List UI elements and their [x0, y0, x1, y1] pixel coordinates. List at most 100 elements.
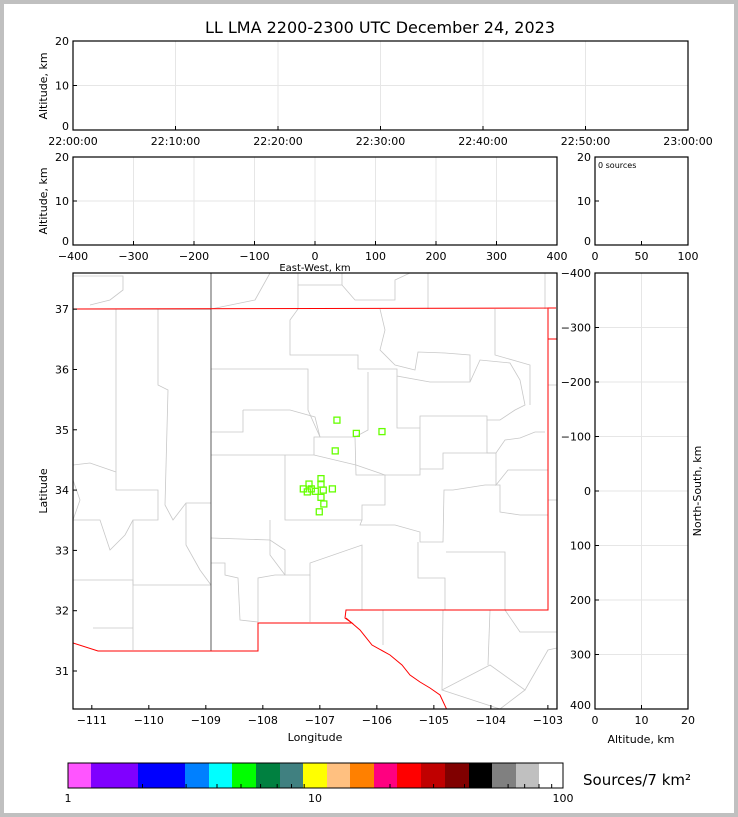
- x-tick-label: 200: [426, 250, 447, 263]
- x-tick-label: −103: [533, 714, 563, 727]
- source-point: [305, 480, 313, 488]
- y-tick-label: 0: [62, 235, 69, 248]
- x-tick-label: −300: [118, 250, 148, 263]
- y-tick-label: −400: [561, 267, 591, 280]
- x-tick-label: −100: [239, 250, 269, 263]
- source-point: [333, 416, 341, 424]
- colorbar-frame: [67, 762, 564, 789]
- colorbar-segment: [469, 763, 492, 788]
- axes-frame: [594, 156, 689, 246]
- source-point: [303, 488, 311, 496]
- source-point: [320, 500, 328, 508]
- x-tick-label: 22:50:00: [561, 135, 610, 148]
- y-tick-label: 20: [55, 151, 69, 164]
- colorbar-segment: [397, 763, 421, 788]
- time-altitude-ylabel: Altitude, km: [37, 52, 50, 119]
- figure: [4, 4, 734, 813]
- source-point: [319, 486, 327, 494]
- x-tick-label: 100: [678, 250, 699, 263]
- x-tick-label: −110: [134, 714, 164, 727]
- x-tick-label: 22:00:00: [48, 135, 97, 148]
- x-tick-label: −104: [476, 714, 506, 727]
- colorbar: [67, 762, 564, 789]
- x-tick-label: −108: [248, 714, 278, 727]
- y-tick-label: 35: [55, 424, 69, 437]
- y-tick-label: 400: [570, 699, 591, 712]
- x-tick-label: −200: [179, 250, 209, 263]
- x-tick-label: −111: [77, 714, 107, 727]
- figure-title: LL LMA 2200-2300 UTC December 24, 2023: [205, 18, 555, 37]
- plan-view-map: −111 −110 −109 −108 −107 −106 −105 −104 −103 31 32…: [55, 272, 563, 727]
- x-tick-label: −400: [58, 250, 88, 263]
- y-tick-label: −200: [561, 376, 591, 389]
- y-tick-label: 100: [570, 540, 591, 553]
- east-west-xlabel: East-West, km: [279, 263, 350, 274]
- x-tick-label: 22:10:00: [151, 135, 200, 148]
- colorbar-segment: [185, 763, 209, 788]
- axes-frame: [72, 40, 689, 131]
- x-tick-label: −109: [191, 714, 221, 727]
- y-tick-label: 37: [55, 303, 69, 316]
- colorbar-segment: [445, 763, 469, 788]
- y-tick-label: 10: [55, 80, 69, 93]
- colorbar-segment: [138, 763, 185, 788]
- source-point: [378, 427, 386, 436]
- y-tick-label: 36: [55, 363, 69, 376]
- x-tick-label: 0: [592, 250, 599, 263]
- y-tick-label: 0: [584, 235, 591, 248]
- colorbar-segment: [209, 763, 232, 788]
- y-tick-label: 34: [55, 484, 69, 497]
- source-point: [317, 493, 325, 501]
- y-tick-label: 300: [570, 649, 591, 662]
- y-tick-label: 10: [55, 195, 69, 208]
- county-boundaries: [73, 273, 557, 709]
- x-tick-label: 22:20:00: [253, 135, 302, 148]
- map-ylabel: Latitude: [37, 468, 50, 514]
- lightning-sources: [299, 416, 386, 516]
- axes-frame: [72, 272, 558, 710]
- colorbar-segment: [303, 763, 327, 788]
- colorbar-tick-100: 100: [553, 792, 574, 805]
- y-tick-label: 0: [62, 120, 69, 133]
- y-tick-label: 33: [55, 544, 69, 557]
- colorbar-segment: [374, 763, 397, 788]
- colorbar-segment: [492, 763, 516, 788]
- altitude-xlabel: Altitude, km: [607, 733, 674, 746]
- colorbar-segment: [421, 763, 445, 788]
- colorbar-segment: [91, 763, 138, 788]
- y-tick-label: 31: [55, 665, 69, 678]
- y-tick-label: 10: [577, 195, 591, 208]
- axes-frame: [594, 272, 689, 710]
- y-tick-label: 0: [584, 485, 591, 498]
- time-altitude-panel: 22:00:00 22:10:00 22:20:00 22:30:00 22:40:00…: [48, 35, 712, 148]
- x-tick-label: 10: [635, 714, 649, 727]
- north-south-ylabel: North-South, km: [691, 446, 704, 537]
- x-tick-label: 100: [365, 250, 386, 263]
- x-tick-label: 50: [635, 250, 649, 263]
- x-tick-label: 22:40:00: [458, 135, 507, 148]
- colorbar-segment: [280, 763, 303, 788]
- colorbar-segment: [350, 763, 374, 788]
- colorbar-tick-1: 1: [65, 792, 72, 805]
- sources-count: 0 sources: [598, 161, 636, 170]
- x-tick-label: 300: [486, 250, 507, 263]
- source-point: [328, 485, 337, 493]
- colorbar-segment: [539, 763, 563, 788]
- axes-frame: [72, 156, 558, 246]
- source-point: [331, 447, 339, 455]
- rio-grande-border: [345, 617, 448, 709]
- colorbar-segment: [68, 763, 91, 788]
- source-point: [352, 429, 360, 438]
- colorbar-segment: [516, 763, 539, 788]
- y-tick-label: 20: [577, 151, 591, 164]
- x-tick-label: 400: [547, 250, 568, 263]
- y-tick-label: 200: [570, 594, 591, 607]
- y-tick-label: −300: [561, 322, 591, 335]
- map-xlabel: Longitude: [288, 731, 343, 744]
- y-tick-label: −100: [561, 431, 591, 444]
- x-tick-label: 23:00:00: [663, 135, 712, 148]
- colorbar-segment: [327, 763, 350, 788]
- x-tick-label: −106: [362, 714, 392, 727]
- y-tick-label: 20: [55, 35, 69, 48]
- x-tick-label: 0: [592, 714, 599, 727]
